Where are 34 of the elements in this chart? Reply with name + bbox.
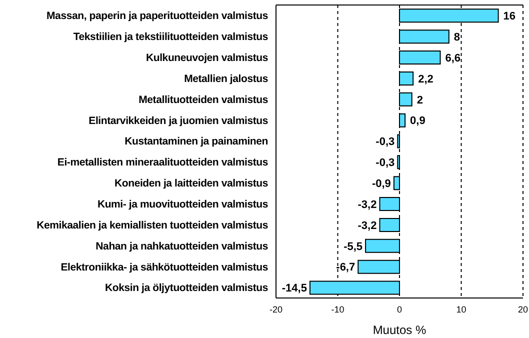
- data-label: -0,3: [376, 157, 395, 170]
- y-tick-label: Metallien jalostus: [184, 72, 268, 85]
- y-tick-label: Kemikaalien ja kemiallisten tuotteiden valmistus: [36, 219, 268, 232]
- y-tick-label: Koksin ja öljytuotteiden valmistus: [105, 282, 268, 294]
- y-tick-label: Nahan ja nahkatuotteiden valmistus: [96, 240, 268, 252]
- y-tick-label: Ei-metallisten mineraalituotteiden valmistus: [57, 156, 268, 169]
- data-label: 8: [454, 31, 460, 44]
- data-label: 0,9: [410, 115, 426, 128]
- x-tick-label: 20: [518, 304, 528, 314]
- data-label: -5,5: [344, 240, 363, 253]
- data-label: -14,5: [282, 282, 307, 295]
- y-tick-label: Elintarvikkeiden ja juomien valmistus: [88, 114, 268, 127]
- y-tick-label: Kumi- ja muovituotteiden valmistus: [97, 198, 268, 210]
- x-axis-title: Muutos %: [372, 323, 427, 337]
- data-label: -0,3: [376, 136, 395, 148]
- y-tick-label: Tekstiilien ja tekstiilituotteiden valmistus: [73, 31, 268, 44]
- y-tick-label: Massan, paperin ja paperituotteiden valmistus: [46, 10, 268, 22]
- x-tick-label: -10: [331, 304, 344, 314]
- y-tick-label: Elektroniikka- ja sähkötuotteiden valmistus: [60, 261, 268, 274]
- data-label: -6,7: [336, 262, 356, 274]
- y-tick-label: Kustantaminen ja painaminen: [124, 136, 268, 148]
- data-label: 6,6: [445, 52, 461, 64]
- x-tick-label: -20: [269, 304, 283, 314]
- y-tick-label: Metallituotteiden valmistus: [138, 94, 268, 106]
- data-label: 2: [416, 94, 423, 106]
- x-tick-label: 10: [456, 304, 466, 314]
- data-label: -3,2: [358, 198, 377, 211]
- y-tick-label: Kulkuneuvojen valmistus: [146, 52, 268, 64]
- x-tick-label: 0: [396, 304, 402, 314]
- y-tick-label: Koneiden ja laitteiden valmistus: [114, 178, 268, 190]
- data-label: -3,2: [358, 220, 377, 232]
- data-label: -0,9: [372, 178, 391, 190]
- data-label: 2,2: [418, 73, 434, 86]
- data-label: 16: [503, 10, 516, 23]
